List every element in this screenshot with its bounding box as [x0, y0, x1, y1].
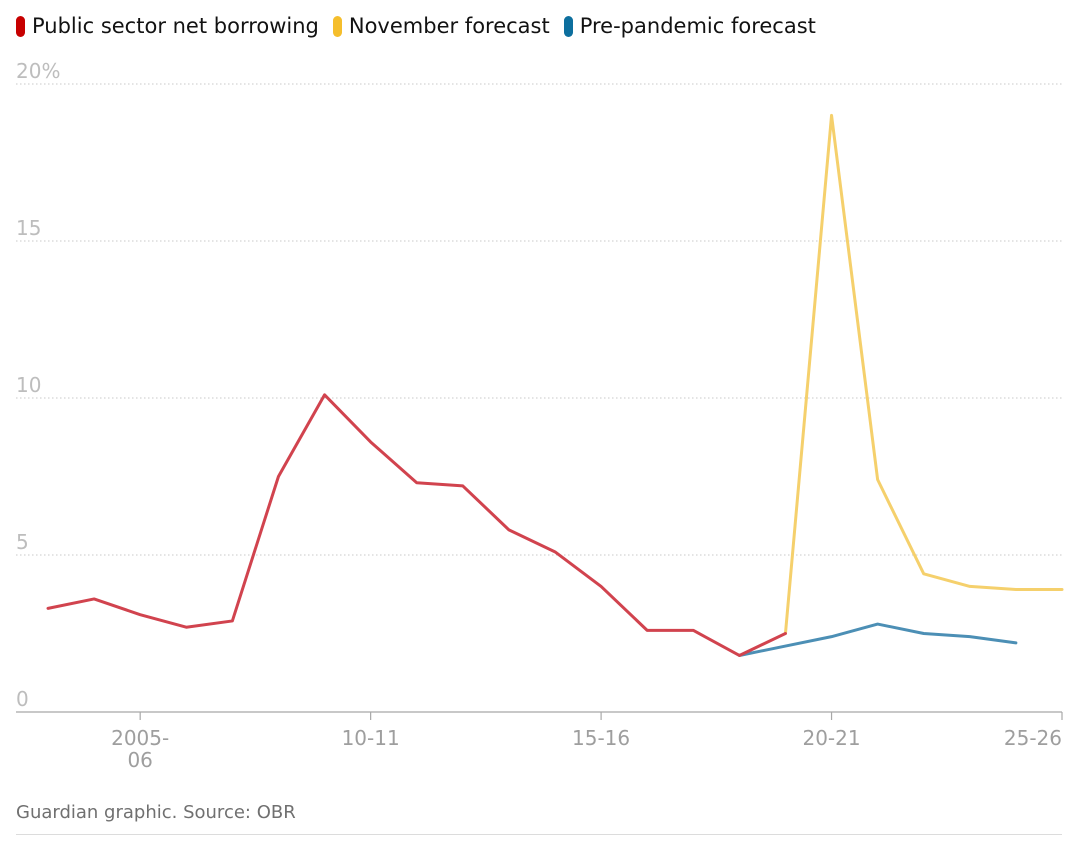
legend-item-pre-pandemic-forecast: Pre-pandemic forecast [563, 14, 816, 38]
y-axis-ticks: 0 5 10 15 20% [16, 59, 60, 711]
november-forecast-line [783, 113, 1064, 635]
x-tick-label-line: 2005- [111, 726, 169, 750]
borrowing-line-chart: 0 5 10 15 20% 2005-06 10-11 15-16 20-21 25-26 [16, 59, 1064, 772]
x-tick-label-line: 10-11 [342, 726, 400, 750]
x-tick-label-line: 06 [127, 748, 152, 772]
x-tick-label: 25-26 [1004, 726, 1062, 750]
legend-label: Pre-pandemic forecast [579, 14, 816, 38]
source-note: Guardian graphic. Source: OBR [16, 802, 296, 823]
x-tick-label-line: 20-21 [802, 726, 860, 750]
pre-pandemic-forecast-line [737, 622, 1018, 657]
legend-swatch-red [16, 15, 25, 37]
x-tick-label-line: 25-26 [1004, 726, 1062, 750]
x-tick-label-line: 15-16 [572, 726, 630, 750]
x-tick-label: 2005-06 [111, 726, 169, 772]
legend-swatch-blue [563, 15, 573, 37]
public-sector-net-borrowing-line [46, 393, 787, 657]
y-tick-label: 0 [16, 687, 29, 711]
chart-series [46, 113, 1064, 657]
legend-item-november-forecast: November forecast [332, 14, 550, 38]
x-tick-label: 15-16 [572, 726, 630, 750]
legend-label: November forecast [348, 14, 550, 38]
chart-legend: Public sector net borrowing November for… [16, 10, 830, 42]
x-tick-label: 10-11 [342, 726, 400, 750]
y-tick-label: 10 [16, 373, 41, 397]
legend-item-public-sector-net-borrowing: Public sector net borrowing [16, 14, 319, 38]
y-tick-label: 20% [16, 59, 60, 83]
footer-divider [16, 834, 1062, 835]
x-axis-ticks: 2005-06 10-11 15-16 20-21 25-26 [111, 712, 1063, 772]
legend-swatch-yellow [332, 15, 342, 37]
x-tick-label: 20-21 [802, 726, 860, 750]
legend-label: Public sector net borrowing [32, 14, 319, 38]
y-tick-label: 5 [16, 530, 29, 554]
y-tick-label: 15 [16, 216, 41, 240]
chart-gridlines [16, 83, 1062, 713]
